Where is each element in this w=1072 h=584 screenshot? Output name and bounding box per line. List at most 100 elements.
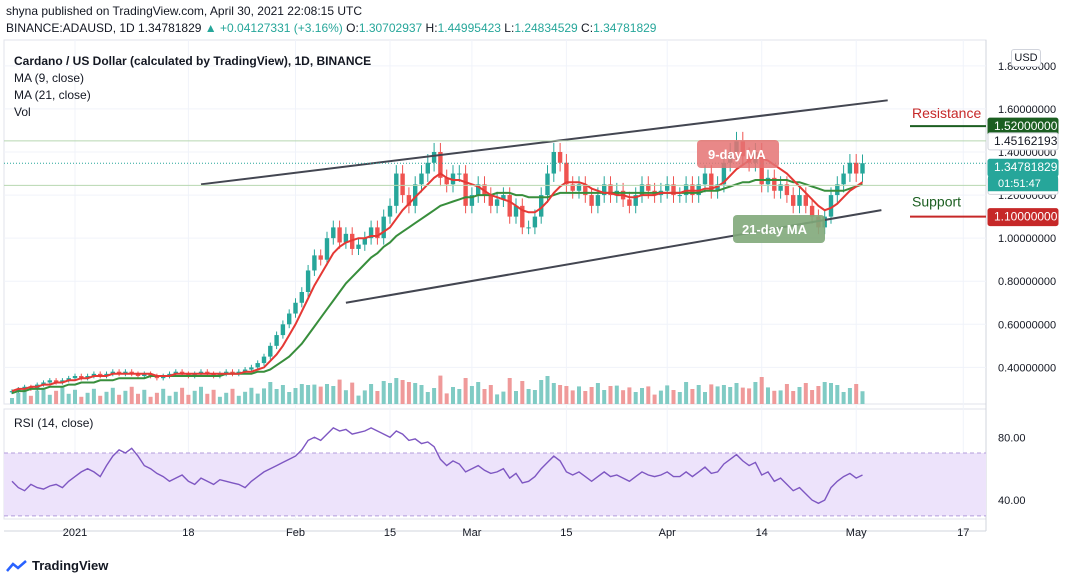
candle-body [331, 227, 336, 239]
ma9-callout-text: 9-day MA [708, 147, 766, 162]
ma21-line [11, 179, 863, 395]
volume-bar [444, 393, 449, 404]
volume-bar [255, 393, 260, 404]
volume-bar [847, 388, 852, 404]
volume-bar [803, 383, 808, 404]
volume-bar [652, 394, 657, 404]
volume-bar [747, 388, 752, 404]
volume-bar [621, 390, 626, 404]
volume-bar [161, 388, 166, 404]
time-tick-label: May [846, 527, 867, 539]
volume-bar [394, 378, 399, 404]
price-tick-label: 1.60000000 [998, 104, 1056, 116]
candle-body [387, 205, 393, 217]
time-tick-label: Mar [462, 527, 481, 539]
chart-legend: Cardano / US Dollar (calculated by Tradi… [14, 53, 371, 121]
time-tick-label: 14 [756, 527, 768, 539]
candle-body [123, 371, 128, 374]
chart-title: Cardano / US Dollar (calculated by Tradi… [14, 54, 372, 68]
volume-bar [658, 390, 663, 404]
candle-body [608, 184, 613, 196]
volume-bar [614, 385, 619, 404]
candle-body [702, 173, 708, 185]
legend-ma9[interactable]: MA (9, close) [14, 71, 85, 85]
candle-body [507, 195, 512, 217]
volume-bar [810, 390, 815, 404]
high-value: 1.44995423 [437, 21, 501, 35]
volume-bar [627, 387, 632, 404]
candle-body [154, 376, 160, 379]
volume-bar [488, 385, 493, 404]
candle-body [91, 373, 97, 376]
channel-line[interactable] [200, 99, 888, 186]
candle-body [438, 152, 443, 178]
candle-body [828, 195, 834, 217]
volume-bar [822, 382, 827, 404]
volume-bar [501, 391, 506, 404]
price-label-text: 1.34781829 [994, 160, 1058, 174]
volume-bar [640, 388, 644, 404]
volume-bar [375, 391, 380, 404]
countdown-box [988, 176, 1058, 192]
currency-button[interactable]: USD [1011, 49, 1041, 67]
volume-bar [854, 384, 859, 404]
volume-bar [274, 389, 279, 404]
volume-bar [104, 391, 109, 404]
publication-info: shyna published on TradingView.com, Apri… [6, 4, 363, 18]
candle-body [570, 184, 575, 191]
volume-bar [318, 386, 323, 404]
candle-body [532, 216, 538, 228]
volume-bar [583, 391, 588, 404]
price-label-box [987, 132, 1059, 151]
candle-body [791, 195, 796, 206]
rsi-tick-label: 40.00 [998, 495, 1026, 507]
candle-body [186, 373, 191, 376]
tradingview-logo[interactable]: TradingView [6, 558, 108, 573]
candle-body [312, 255, 317, 271]
candle-body [394, 173, 399, 206]
time-tick-label: 18 [182, 527, 194, 539]
volume-bar [91, 388, 96, 404]
candle-body [835, 184, 840, 196]
candle-body [444, 177, 449, 185]
candle-body [469, 195, 475, 206]
time-tick-label: 17 [957, 527, 969, 539]
rsi-band [4, 453, 986, 516]
volume-bar [595, 383, 600, 404]
tradingview-mark-icon [6, 559, 27, 572]
legend-volume[interactable]: Vol [14, 105, 31, 119]
candle-body [595, 195, 601, 206]
resistance-label: Resistance [912, 105, 981, 121]
countdown-text: 01:51:47 [998, 178, 1041, 190]
price-tick-label: 0.40000000 [998, 362, 1056, 374]
candle-body [557, 152, 563, 163]
legend-rsi[interactable]: RSI (14, close) [14, 416, 94, 430]
volume-bar [167, 395, 172, 404]
candle-body [627, 199, 632, 206]
time-tick-label: Feb [286, 527, 305, 539]
candle-body [784, 184, 790, 196]
symbol: BINANCE:ADAUSD, 1D [6, 21, 135, 35]
candle-body [198, 371, 204, 374]
candle-body [192, 373, 197, 376]
volume-bar [331, 386, 336, 404]
candle-body [564, 162, 569, 185]
candle-body [104, 373, 109, 376]
rsi-line [11, 427, 863, 505]
volume-bar [564, 386, 569, 404]
volume-bar [482, 389, 487, 404]
volume-bar [690, 389, 695, 404]
volume-bar [532, 390, 537, 404]
volume-bar [85, 392, 90, 404]
candle-body [803, 195, 808, 206]
volume-bar [136, 393, 140, 404]
price-label-text: 1.10000000 [994, 210, 1058, 224]
legend-ma21[interactable]: MA (21, close) [14, 88, 91, 102]
volume-bar [400, 380, 405, 404]
volume-bar [577, 386, 581, 404]
volume-bar [520, 381, 525, 404]
ma9-callout-box [697, 140, 779, 168]
volume-bar [199, 386, 203, 404]
candle-body [765, 177, 771, 185]
